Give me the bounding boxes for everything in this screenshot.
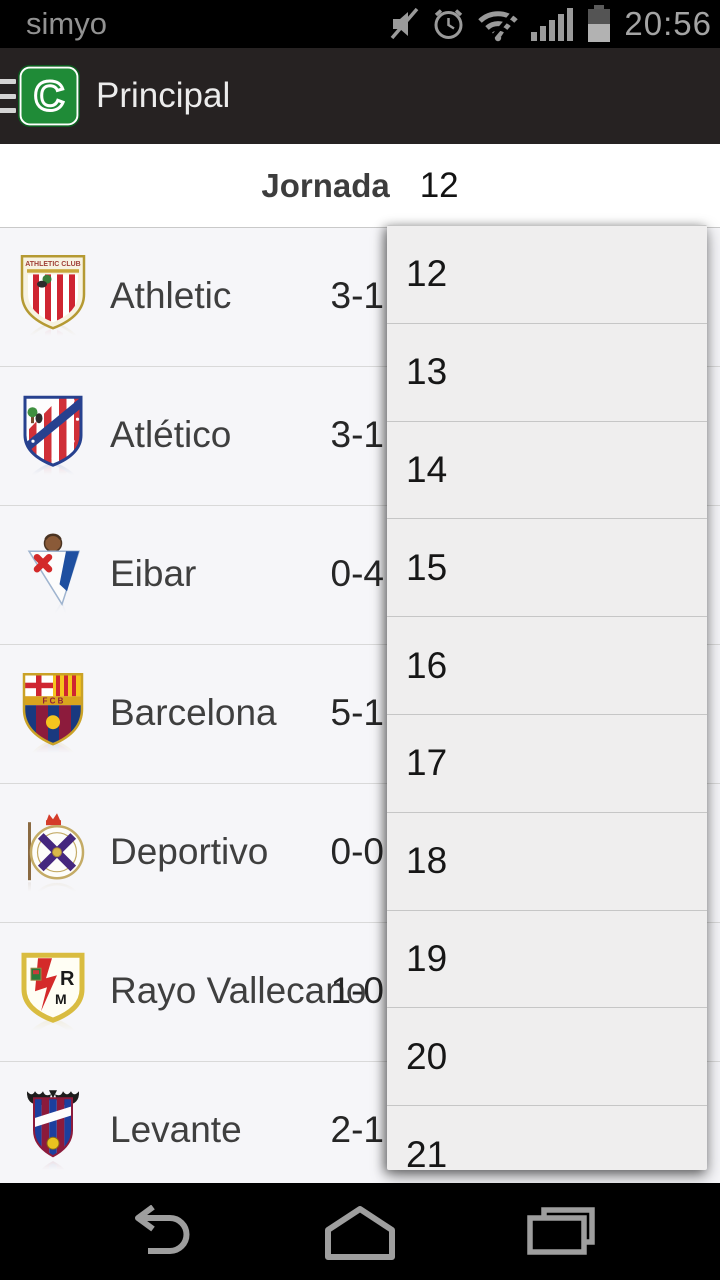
recents-icon[interactable] [522, 1204, 600, 1260]
svg-text:M: M [55, 991, 67, 1007]
match-score: 2-1 [330, 1109, 384, 1151]
jornada-header: Jornada 12 [0, 144, 720, 227]
match-score: 0-0 [330, 831, 384, 873]
status-icons [389, 5, 614, 43]
athletic-crest-icon: ATHLETIC CLUB [16, 252, 92, 332]
back-icon[interactable] [122, 1204, 196, 1259]
home-team-name: Barcelona [110, 692, 277, 734]
jornada-option[interactable]: 14 [387, 420, 707, 519]
jornada-option[interactable]: 13 [387, 322, 707, 421]
alarm-icon [434, 9, 463, 39]
atletico-crest-icon [16, 391, 92, 471]
navigation-bar [0, 1183, 720, 1280]
jornada-option[interactable]: 21 [387, 1105, 707, 1170]
jornada-dropdown: 12 13 14 15 16 17 18 19 20 21 [387, 225, 707, 1170]
rayo-crest-icon: R M [16, 947, 92, 1027]
jornada-option[interactable]: 15 [387, 518, 707, 616]
barcelona-crest-icon: F C B [16, 669, 92, 749]
clock: 20:56 [624, 5, 712, 42]
svg-text:ATHLETIC CLUB: ATHLETIC CLUB [25, 261, 80, 268]
mute-icon [391, 7, 419, 40]
eibar-crest-icon [16, 530, 92, 610]
home-team-name: Eibar [110, 553, 197, 595]
home-team-name: Atlético [110, 414, 232, 456]
match-score: 1-0 [330, 970, 384, 1012]
home-team-name: Athletic [110, 275, 232, 317]
deportivo-crest-icon [16, 808, 92, 888]
match-score: 3-1 [330, 275, 384, 317]
match-score: 5-1 [330, 692, 384, 734]
match-score: 3-1 [330, 414, 384, 456]
jornada-spinner[interactable]: 12 [419, 165, 459, 205]
logo-letter: C [34, 72, 64, 119]
home-team-name: Deportivo [110, 831, 269, 873]
jornada-option[interactable]: 20 [387, 1007, 707, 1105]
match-score: 0-4 [330, 553, 384, 595]
jornada-label: Jornada [261, 166, 390, 204]
home-icon[interactable] [318, 1203, 402, 1261]
page-title: Principal [96, 76, 231, 115]
jornada-option[interactable]: 18 [387, 811, 707, 910]
menu-icon[interactable] [0, 79, 16, 113]
home-team-name: Rayo Vallecano [110, 970, 367, 1012]
jornada-option[interactable]: 19 [387, 909, 707, 1008]
signal-icon [531, 8, 574, 41]
status-bar: simyo [0, 0, 720, 48]
carrier-label: simyo [26, 6, 107, 41]
wifi-icon [478, 11, 519, 42]
home-team-name: Levante [110, 1109, 242, 1151]
jornada-option[interactable]: 17 [387, 713, 707, 812]
svg-text:F C B: F C B [43, 697, 64, 706]
svg-text:R: R [60, 968, 75, 990]
jornada-option[interactable]: 12 [387, 225, 707, 323]
app-bar: C Principal [0, 48, 720, 144]
app-logo-icon: C [18, 65, 80, 127]
battery-icon [588, 5, 611, 42]
levante-crest-icon [16, 1086, 92, 1166]
jornada-option[interactable]: 16 [387, 616, 707, 714]
